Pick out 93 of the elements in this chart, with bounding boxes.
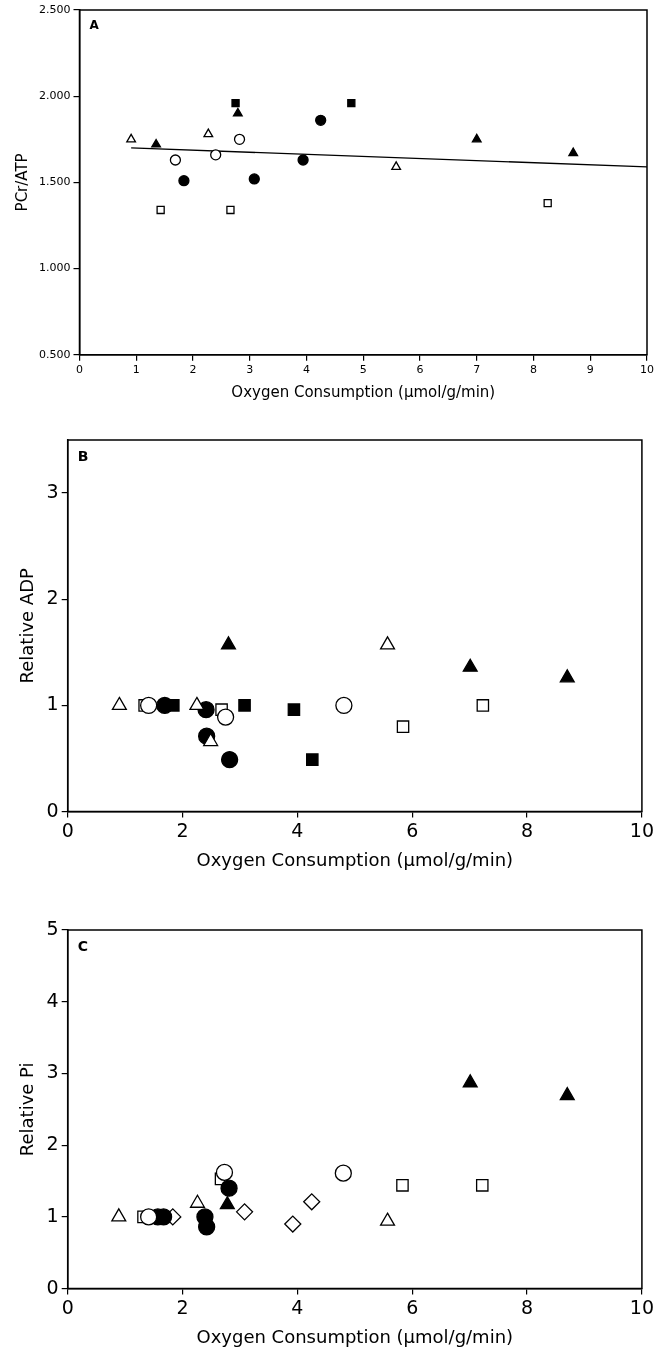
point bbox=[189, 696, 205, 711]
annotation: A bbox=[89, 18, 100, 33]
x-tick-label: 4 bbox=[303, 363, 310, 377]
point bbox=[151, 138, 162, 148]
x-tick-label: 1 bbox=[132, 363, 140, 377]
point bbox=[216, 708, 235, 726]
point bbox=[203, 128, 214, 138]
point bbox=[462, 658, 478, 672]
x-tick-label: 2 bbox=[176, 818, 189, 841]
y-tick-label: 1 bbox=[46, 1203, 59, 1226]
y-tick-label: 2 bbox=[46, 1132, 59, 1155]
y-tick-label: 1.000 bbox=[38, 261, 71, 275]
point bbox=[220, 636, 237, 650]
y-tick-label: 1.500 bbox=[38, 175, 71, 189]
point bbox=[219, 1196, 235, 1210]
x-tick-label: 6 bbox=[416, 363, 424, 377]
x-tick-label: 3 bbox=[246, 363, 254, 377]
point bbox=[476, 699, 490, 712]
annotation: C bbox=[77, 937, 88, 954]
point bbox=[233, 133, 246, 145]
y-tick-label: 2.000 bbox=[38, 89, 71, 103]
point bbox=[559, 669, 575, 683]
point bbox=[220, 750, 239, 769]
point bbox=[111, 696, 127, 711]
point bbox=[315, 114, 327, 126]
point bbox=[284, 1215, 302, 1233]
x-tick-label: 9 bbox=[586, 363, 594, 377]
x-tick-label: 5 bbox=[359, 363, 367, 377]
point bbox=[287, 703, 301, 716]
y-tick-label: 2.500 bbox=[38, 2, 71, 16]
x-tick-label: 8 bbox=[530, 363, 537, 377]
x-tick-label: 2 bbox=[176, 1295, 189, 1318]
point bbox=[235, 1203, 254, 1221]
point bbox=[543, 198, 552, 208]
point bbox=[297, 154, 309, 166]
point bbox=[178, 175, 190, 187]
x-tick-label: 10 bbox=[629, 818, 655, 841]
y-tick-label: 4 bbox=[46, 988, 59, 1011]
point bbox=[391, 161, 402, 171]
x-tick-label: 4 bbox=[291, 1295, 304, 1318]
point bbox=[475, 1179, 489, 1192]
point bbox=[210, 149, 222, 161]
point bbox=[231, 98, 240, 108]
x-axis-title: Oxygen Consumption (μmol/g/min) bbox=[196, 1325, 514, 1347]
point bbox=[471, 133, 482, 143]
point bbox=[347, 98, 356, 108]
point bbox=[232, 107, 243, 117]
x-tick-label: 0 bbox=[75, 363, 83, 377]
point bbox=[169, 154, 182, 166]
x-tick-label: 6 bbox=[406, 818, 419, 841]
y-tick-label: 2 bbox=[46, 586, 59, 609]
point bbox=[248, 173, 260, 185]
point bbox=[379, 636, 396, 650]
point bbox=[462, 1074, 478, 1088]
x-tick-label: 8 bbox=[521, 818, 534, 841]
x-tick-label: 7 bbox=[473, 363, 481, 377]
point bbox=[396, 1179, 409, 1192]
x-tick-label: 4 bbox=[291, 818, 304, 841]
y-tick-label: 1 bbox=[46, 692, 59, 715]
point bbox=[226, 205, 235, 215]
y-tick-label: 3 bbox=[46, 1060, 59, 1083]
x-axis-title: Oxygen Consumption (μmol/g/min) bbox=[196, 848, 514, 870]
point bbox=[198, 1218, 216, 1236]
x-tick-label: 10 bbox=[629, 1295, 655, 1318]
point bbox=[126, 133, 137, 143]
point bbox=[303, 1193, 321, 1211]
point bbox=[140, 696, 158, 715]
point bbox=[111, 1208, 127, 1222]
x-tick-label: 2 bbox=[189, 363, 197, 377]
y-tick-label: 0 bbox=[46, 1275, 59, 1298]
annotation: B bbox=[77, 447, 89, 464]
point bbox=[306, 753, 319, 766]
x-tick-label: 6 bbox=[406, 1295, 419, 1318]
x-axis-title: Oxygen Consumption (μmol/g/min) bbox=[231, 382, 496, 401]
point bbox=[220, 1179, 238, 1197]
y-tick-label: 5 bbox=[46, 916, 59, 939]
point bbox=[140, 1208, 158, 1226]
x-tick-label: 8 bbox=[521, 1295, 534, 1318]
point bbox=[215, 1163, 234, 1182]
y-tick-label: 3 bbox=[46, 480, 59, 503]
point bbox=[568, 147, 579, 157]
point bbox=[156, 205, 165, 215]
point bbox=[396, 720, 410, 733]
y-tick-label: 0.500 bbox=[38, 347, 71, 361]
y-axis-title: Relative Pi bbox=[16, 1062, 38, 1157]
y-axis-title: PCr/ATP bbox=[12, 153, 31, 212]
y-axis-title: Relative ADP bbox=[16, 567, 38, 684]
x-tick-label: 10 bbox=[640, 363, 654, 377]
point bbox=[559, 1087, 575, 1101]
point bbox=[335, 696, 353, 715]
y-tick-label: 0 bbox=[46, 798, 59, 821]
point bbox=[334, 1164, 352, 1182]
point bbox=[238, 699, 251, 712]
